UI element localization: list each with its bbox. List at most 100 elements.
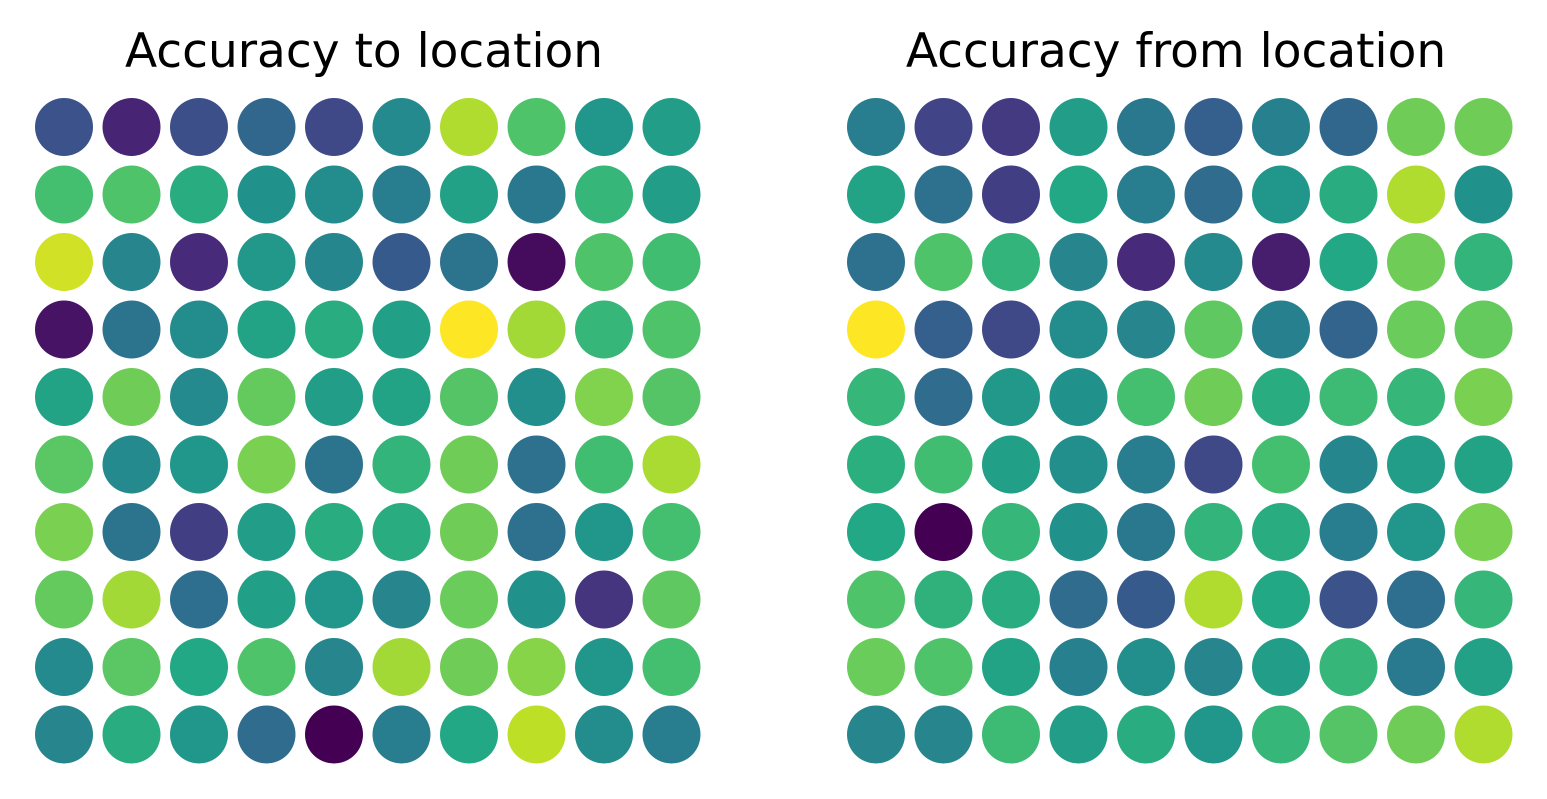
- dot-r9-c8: [507, 638, 566, 696]
- dot-r8-c2: [102, 570, 161, 629]
- dot-r7-c10: [642, 503, 701, 561]
- dot-r7-c3: [170, 503, 228, 561]
- dot-r8-c5: [1117, 570, 1175, 629]
- dot-r8-c1: [847, 570, 905, 629]
- dot-r3-c4: [237, 233, 296, 291]
- dot-r6-c5: [305, 435, 363, 494]
- dot-r5-c6: [1184, 368, 1243, 426]
- dot-r1-c9: [1387, 98, 1445, 156]
- dot-r6-c9: [1387, 435, 1445, 494]
- dot-r1-c4: [1049, 98, 1108, 156]
- dot-r3-c8: [507, 233, 566, 291]
- dot-r8-c8: [1319, 570, 1378, 629]
- dot-r5-c7: [440, 368, 498, 426]
- dot-grid-from-location: [847, 98, 1513, 764]
- dot-r5-c1: [35, 368, 93, 426]
- dot-r4-c5: [1117, 300, 1175, 359]
- dot-r7-c8: [1319, 503, 1378, 561]
- dot-r2-c2: [102, 165, 161, 224]
- dot-r3-c2: [914, 233, 973, 291]
- dot-r10-c3: [170, 705, 228, 764]
- dot-r2-c10: [1454, 165, 1513, 224]
- dot-r6-c6: [1184, 435, 1243, 494]
- dot-r2-c7: [440, 165, 498, 224]
- dot-r2-c10: [642, 165, 701, 224]
- dot-r10-c9: [575, 705, 633, 764]
- dot-r1-c3: [982, 98, 1040, 156]
- dot-r7-c9: [575, 503, 633, 561]
- dot-r5-c2: [102, 368, 161, 426]
- dot-r8-c9: [1387, 570, 1445, 629]
- dot-r5-c9: [1387, 368, 1445, 426]
- dot-r10-c5: [1117, 705, 1175, 764]
- dot-r8-c9: [575, 570, 633, 629]
- dot-r1-c2: [914, 98, 973, 156]
- dot-r8-c3: [982, 570, 1040, 629]
- dot-r2-c1: [35, 165, 93, 224]
- dot-grid-to-location: [35, 98, 701, 764]
- dot-r8-c10: [642, 570, 701, 629]
- dot-r2-c8: [507, 165, 566, 224]
- dot-r7-c5: [305, 503, 363, 561]
- dot-r5-c4: [237, 368, 296, 426]
- dot-r3-c8: [1319, 233, 1378, 291]
- dot-r2-c7: [1252, 165, 1310, 224]
- dot-r5-c9: [575, 368, 633, 426]
- dot-r5-c10: [642, 368, 701, 426]
- dot-r4-c6: [1184, 300, 1243, 359]
- dot-r2-c9: [575, 165, 633, 224]
- dot-r10-c6: [372, 705, 431, 764]
- dot-r9-c6: [1184, 638, 1243, 696]
- dot-r9-c9: [575, 638, 633, 696]
- dot-r5-c5: [1117, 368, 1175, 426]
- dot-r6-c10: [642, 435, 701, 494]
- dot-r5-c6: [372, 368, 431, 426]
- dot-r8-c7: [1252, 570, 1310, 629]
- dot-r7-c5: [1117, 503, 1175, 561]
- dot-r3-c1: [35, 233, 93, 291]
- dot-r8-c2: [914, 570, 973, 629]
- dot-r9-c1: [35, 638, 93, 696]
- dot-r4-c5: [305, 300, 363, 359]
- dot-r1-c8: [507, 98, 566, 156]
- dot-r6-c6: [372, 435, 431, 494]
- dot-r3-c7: [1252, 233, 1310, 291]
- dot-r7-c2: [102, 503, 161, 561]
- dot-r2-c4: [237, 165, 296, 224]
- dot-r6-c2: [914, 435, 973, 494]
- dot-r1-c1: [35, 98, 93, 156]
- dot-r1-c5: [1117, 98, 1175, 156]
- dot-r10-c2: [102, 705, 161, 764]
- dot-r5-c7: [1252, 368, 1310, 426]
- dot-r9-c4: [1049, 638, 1108, 696]
- dot-r2-c1: [847, 165, 905, 224]
- dot-r6-c1: [35, 435, 93, 494]
- dot-r3-c1: [847, 233, 905, 291]
- dot-r9-c10: [642, 638, 701, 696]
- dot-r2-c4: [1049, 165, 1108, 224]
- dot-r1-c6: [372, 98, 431, 156]
- dot-r10-c10: [642, 705, 701, 764]
- chart-panel-from-location: Accuracy from location: [826, 0, 1526, 799]
- dot-r8-c7: [440, 570, 498, 629]
- dot-r6-c7: [1252, 435, 1310, 494]
- dot-r1-c8: [1319, 98, 1378, 156]
- dot-r9-c9: [1387, 638, 1445, 696]
- dot-r5-c1: [847, 368, 905, 426]
- dot-r9-c5: [305, 638, 363, 696]
- dot-r7-c7: [440, 503, 498, 561]
- dot-r5-c3: [170, 368, 228, 426]
- dot-r7-c4: [1049, 503, 1108, 561]
- dot-r7-c3: [982, 503, 1040, 561]
- dot-r7-c1: [847, 503, 905, 561]
- dot-r1-c3: [170, 98, 228, 156]
- dot-r4-c3: [170, 300, 228, 359]
- dot-r8-c1: [35, 570, 93, 629]
- dot-r8-c4: [237, 570, 296, 629]
- dot-r3-c4: [1049, 233, 1108, 291]
- dot-r10-c10: [1454, 705, 1513, 764]
- dot-r1-c7: [1252, 98, 1310, 156]
- dot-r10-c4: [1049, 705, 1108, 764]
- dot-r2-c6: [1184, 165, 1243, 224]
- dot-r4-c9: [575, 300, 633, 359]
